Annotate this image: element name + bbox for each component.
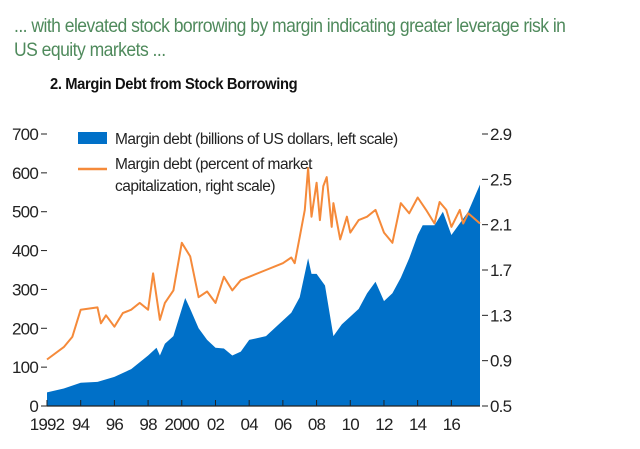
x-tick-label: 04 bbox=[241, 415, 259, 434]
legend: Margin debt (billions of US dollars, lef… bbox=[78, 131, 399, 195]
left-tick-label: 200 bbox=[12, 319, 38, 338]
right-tick-label: 2.9 bbox=[490, 125, 512, 144]
legend-swatch-area bbox=[78, 132, 107, 144]
x-tick-label: 94 bbox=[72, 415, 90, 434]
series-area-margin-debt-billions bbox=[47, 184, 480, 406]
x-tick-label: 16 bbox=[443, 415, 461, 434]
x-tick-label: 98 bbox=[139, 415, 157, 434]
legend-label-area: Margin debt (billions of US dollars, lef… bbox=[115, 131, 398, 148]
x-tick-label: 10 bbox=[342, 415, 360, 434]
legend-label-line-2: capitalization, right scale) bbox=[115, 178, 275, 195]
left-tick-label: 0 bbox=[29, 397, 38, 416]
series-line-margin-debt-percent bbox=[46, 167, 481, 361]
left-tick-label: 700 bbox=[12, 125, 38, 144]
chart-title: 2. Margin Debt from Stock Borrowing bbox=[50, 76, 298, 93]
right-tick-label: 0.9 bbox=[490, 352, 512, 371]
left-tick-label: 400 bbox=[12, 242, 38, 261]
x-tick-label: 96 bbox=[106, 415, 124, 434]
x-tick-label: 08 bbox=[308, 415, 326, 434]
left-tick-label: 500 bbox=[12, 203, 38, 222]
x-tick-label: 2000 bbox=[164, 415, 199, 434]
right-tick-label: 2.1 bbox=[490, 216, 512, 235]
x-tick-label: 1992 bbox=[30, 415, 65, 434]
x-tick-label: 14 bbox=[409, 415, 427, 434]
legend-label-line-1: Margin debt (percent of market bbox=[115, 156, 313, 173]
headline: ... with elevated stock borrowing by mar… bbox=[14, 15, 566, 61]
left-tick-label: 600 bbox=[12, 164, 38, 183]
x-tick-label: 12 bbox=[375, 415, 393, 434]
right-tick-label: 1.3 bbox=[490, 306, 512, 325]
x-tick-label: 06 bbox=[274, 415, 292, 434]
right-tick-label: 0.5 bbox=[490, 397, 512, 416]
right-tick-label: 2.5 bbox=[490, 170, 512, 189]
left-tick-label: 300 bbox=[12, 280, 38, 299]
right-tick-label: 1.7 bbox=[490, 261, 512, 280]
x-tick-label: 02 bbox=[207, 415, 225, 434]
left-tick-label: 100 bbox=[12, 358, 38, 377]
